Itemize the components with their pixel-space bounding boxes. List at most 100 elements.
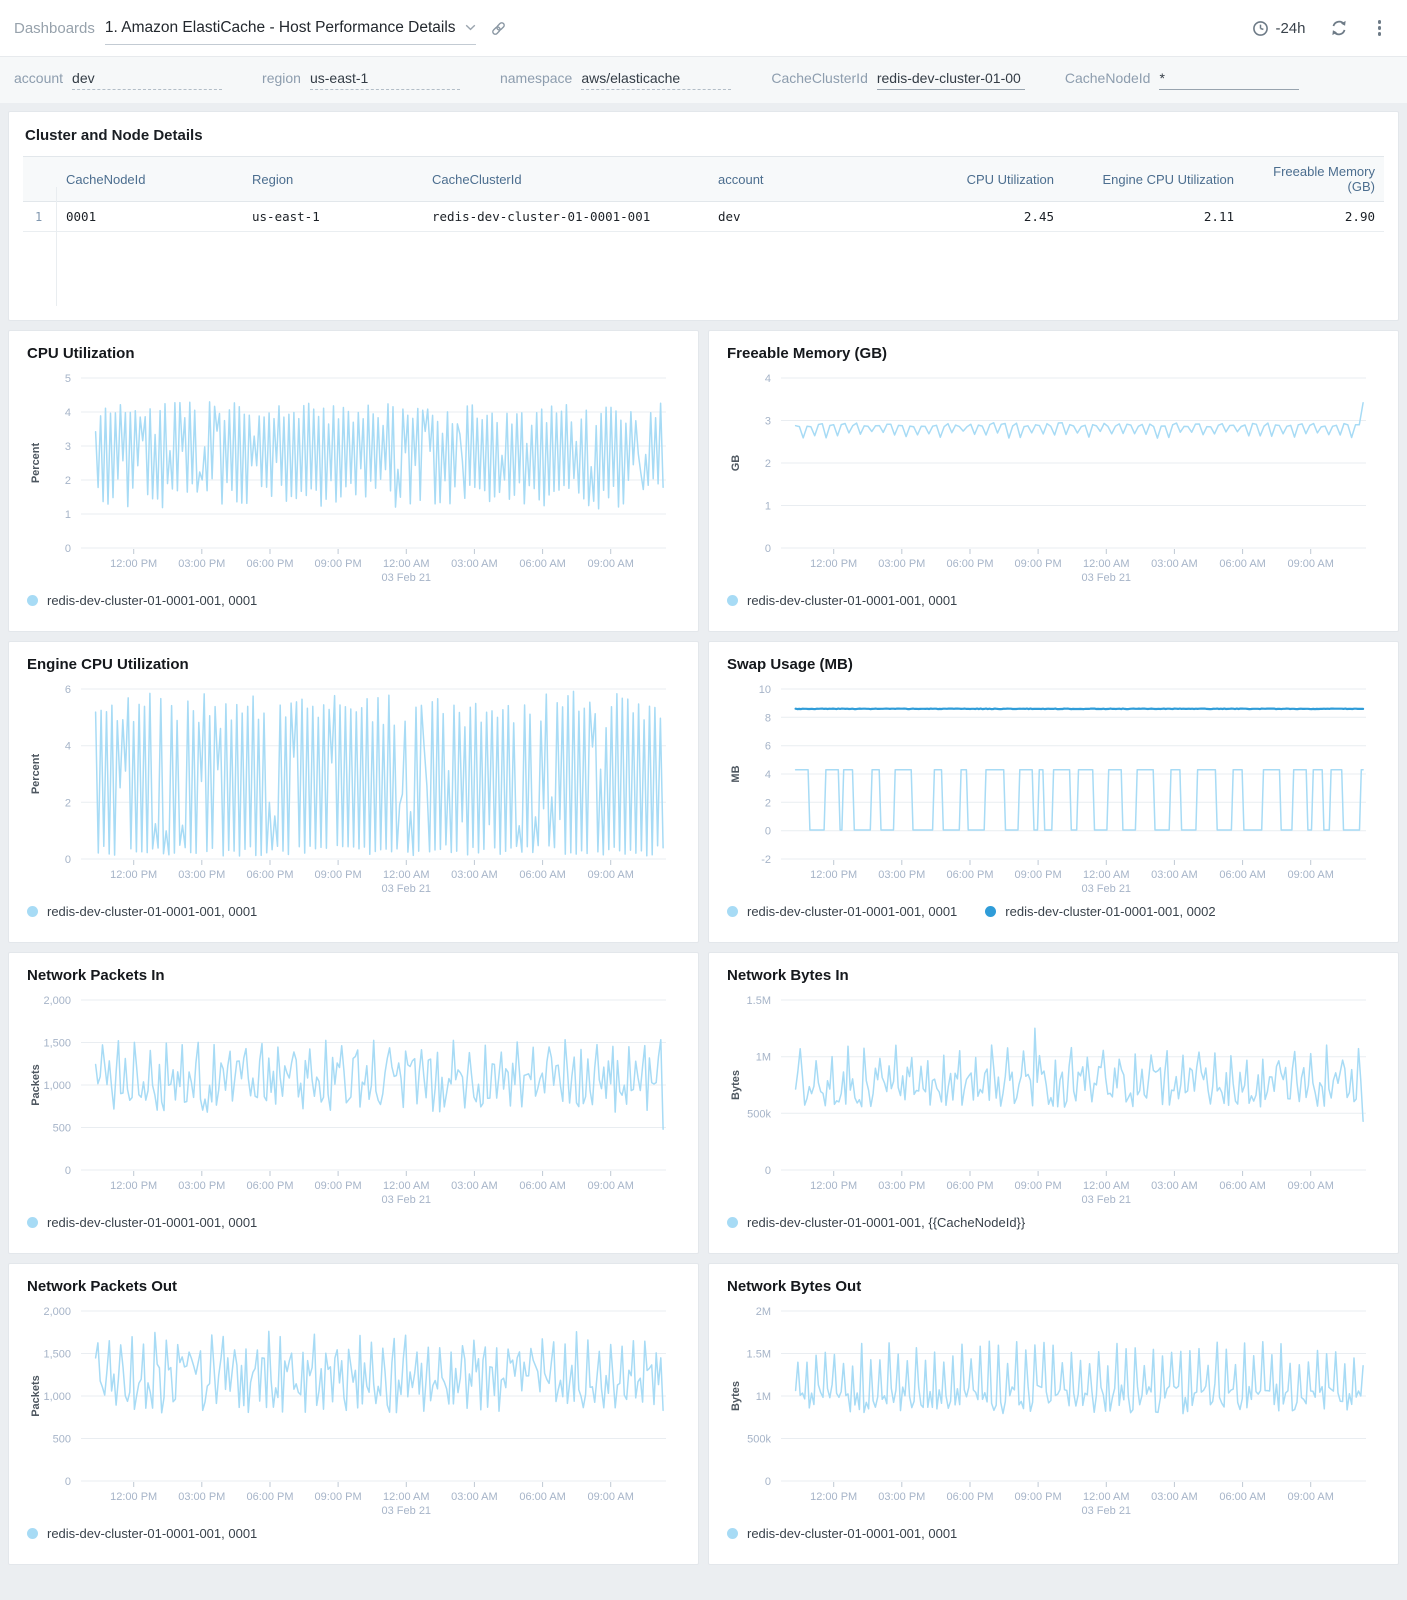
column-header[interactable]: account — [709, 156, 911, 202]
x-tick-label: 09:00 PM — [315, 1180, 362, 1192]
x-tick-label: 12:00 PM — [110, 558, 157, 570]
x-tick-label: 03:00 PM — [878, 869, 925, 881]
series-line[interactable] — [94, 401, 664, 510]
filter-namespace: namespace aws/elasticache — [500, 70, 732, 90]
breadcrumb[interactable]: Dashboards — [14, 19, 95, 37]
table-cell: 0001 — [57, 201, 243, 232]
legend-item[interactable]: redis-dev-cluster-01-0001-001, 0001 — [27, 904, 257, 919]
column-header[interactable]: CacheNodeId — [57, 156, 243, 202]
y-tick-label: 500k — [747, 1108, 771, 1120]
column-header[interactable]: Freeable Memory (GB) — [1243, 156, 1384, 202]
y-axis-unit-label: Packets — [30, 1064, 42, 1106]
chart-title: Network Bytes In — [727, 967, 849, 984]
legend-item[interactable]: redis-dev-cluster-01-0001-001, 0002 — [985, 904, 1216, 919]
legend-dot — [27, 1528, 38, 1539]
x-tick-label: 03:00 AM — [451, 869, 497, 881]
y-tick-label: 0 — [765, 543, 771, 555]
table-row[interactable]: 1 0001 us-east-1 redis-dev-cluster-01-0001-… — [23, 201, 1384, 232]
filter-value-input[interactable]: dev — [72, 70, 223, 90]
y-tick-label: 1.5M — [747, 995, 771, 1007]
x-tick-label: 09:00 PM — [315, 1491, 362, 1503]
chart-legend: redis-dev-cluster-01-0001-001, 0001 redis… — [725, 895, 1382, 919]
x-tick-label: 03:00 AM — [451, 1491, 497, 1503]
filter-value-input[interactable]: aws/elasticache — [581, 70, 732, 90]
chart-plot-area[interactable]: 0 500 1,000 1,500 2,000 12:00 PM 03:00 PM 06:00… — [25, 992, 682, 1206]
legend-item[interactable]: redis-dev-cluster-01-0001-001, 0001 — [727, 593, 957, 608]
filter-account: account dev — [14, 70, 223, 90]
y-tick-label: 1M — [756, 1052, 771, 1064]
clock-icon — [1253, 20, 1269, 36]
filter-value-input[interactable]: redis-dev-cluster-01-00 — [876, 70, 1025, 90]
series-line[interactable] — [794, 1027, 1364, 1123]
chart-title: CPU Utilization — [27, 345, 135, 362]
series-line[interactable] — [794, 769, 1364, 831]
legend-item[interactable]: redis-dev-cluster-01-0001-001, 0001 — [27, 1526, 257, 1541]
chart-plot-area[interactable]: 0 2 4 6 12:00 PM 03:00 PM 06:00 PM 09:00 PM 12:0… — [25, 681, 682, 895]
dashboard-title-menu[interactable]: 1. Amazon ElastiCache - Host Performance… — [104, 19, 476, 45]
x-tick-label: 06:00 PM — [946, 869, 993, 881]
filter-value-input[interactable]: us-east-1 — [309, 70, 460, 90]
dashboard-body: Cluster and Node Details CacheNodeId Regi… — [0, 103, 1407, 1573]
x-tick-label: 06:00 PM — [946, 558, 993, 570]
x-tick-label: 03:00 AM — [1151, 1491, 1197, 1503]
more-menu-button[interactable] — [1372, 18, 1388, 38]
legend-item[interactable]: redis-dev-cluster-01-0001-001, 0001 — [27, 1215, 257, 1230]
filter-label: account — [14, 70, 64, 86]
table-cell: redis-dev-cluster-01-0001-001 — [423, 201, 709, 232]
y-axis-unit-label: Bytes — [730, 1381, 742, 1411]
chart-plot-area[interactable]: 0 1 2 3 4 5 12:00 PM 03:00 PM 06:00 PM 09:00 PM 12… — [25, 370, 682, 584]
y-axis-unit-label: Packets — [30, 1375, 42, 1417]
x-tick-label: 06:00 AM — [1219, 558, 1265, 570]
x-tick-label: 03:00 PM — [178, 1180, 225, 1192]
legend-item[interactable]: redis-dev-cluster-01-0001-001, {{CacheNo… — [727, 1215, 1025, 1230]
column-header[interactable]: CPU Utilization — [911, 156, 1063, 202]
column-header[interactable]: Region — [243, 156, 423, 202]
series-line[interactable] — [94, 690, 664, 857]
chart-plot-area[interactable]: -2 0 2 4 6 8 10 12:00 PM 03:00 PM 06:00 PM 09:00 P… — [725, 681, 1382, 895]
filter-value-input[interactable]: * — [1159, 70, 1300, 90]
chart-plot-area[interactable]: 0 500 1,000 1,500 2,000 12:00 PM 03:00 PM 06:00… — [25, 1303, 682, 1517]
legend-label: redis-dev-cluster-01-0001-001, {{CacheNo… — [747, 1215, 1026, 1230]
chart-title: Swap Usage (MB) — [727, 656, 853, 673]
topbar: Dashboards 1. Amazon ElastiCache - Host … — [0, 0, 1407, 57]
chart-svg: 0 500 1,000 1,500 2,000 12:00 PM 03:00 PM 06:00… — [30, 995, 666, 1206]
x-tick-label: 09:00 AM — [1287, 869, 1333, 881]
cluster-node-table-grid: CacheNodeId Region CacheClusterId account CP… — [23, 156, 1384, 232]
series-line[interactable] — [794, 707, 1365, 711]
y-tick-label: 1,500 — [43, 1349, 71, 1361]
x-tick-label: 06:00 PM — [246, 869, 293, 881]
filter-region: region us-east-1 — [262, 70, 460, 90]
series-line[interactable] — [94, 1038, 664, 1130]
charts-grid: CPU Utilization 0 1 2 3 4 5 12:00 PM 03:00 PM 06… — [8, 330, 1399, 1565]
time-range-button[interactable]: -24h — [1252, 20, 1306, 37]
column-header[interactable]: CacheClusterId — [423, 156, 709, 202]
legend-label: redis-dev-cluster-01-0001-001, 0001 — [747, 1526, 958, 1541]
y-tick-label: 1M — [756, 1391, 771, 1403]
legend-label: redis-dev-cluster-01-0001-001, 0001 — [47, 904, 258, 919]
y-tick-label: 0 — [765, 1476, 771, 1488]
legend-label: redis-dev-cluster-01-0001-001, 0001 — [747, 593, 958, 608]
series-line[interactable] — [794, 1340, 1364, 1415]
x-axis-date-label: 03 Feb 21 — [382, 572, 432, 584]
chart-plot-area[interactable]: 0 1 2 3 4 12:00 PM 03:00 PM 06:00 PM 09:00 PM 12:… — [725, 370, 1382, 584]
y-tick-label: 2 — [65, 475, 71, 487]
series-line[interactable] — [794, 401, 1364, 439]
y-axis-unit-label: Percent — [30, 753, 42, 794]
x-tick-label: 09:00 AM — [587, 558, 633, 570]
legend-item[interactable]: redis-dev-cluster-01-0001-001, 0001 — [727, 904, 957, 919]
filter-label: region — [262, 70, 301, 86]
share-link-button[interactable] — [490, 20, 507, 37]
chart-legend: redis-dev-cluster-01-0001-001, 0001 — [25, 1206, 682, 1230]
legend-item[interactable]: redis-dev-cluster-01-0001-001, 0001 — [27, 593, 257, 608]
legend-item[interactable]: redis-dev-cluster-01-0001-001, 0001 — [727, 1526, 957, 1541]
chain-link-icon — [491, 21, 505, 35]
refresh-button[interactable] — [1330, 19, 1348, 37]
x-tick-label: 12:00 AM — [383, 1491, 429, 1503]
x-tick-label: 06:00 AM — [519, 1491, 565, 1503]
column-header[interactable]: Engine CPU Utilization — [1063, 156, 1243, 202]
table-cell: 2.90 — [1243, 201, 1384, 232]
chart-plot-area[interactable]: 0 500k 1M 1.5M 12:00 PM 03:00 PM 06:00 PM 09:00… — [725, 992, 1382, 1206]
chart-panel-network-packets-out: Network Packets Out 0 500 1,000 1,500 2,000 1… — [8, 1263, 699, 1565]
chart-plot-area[interactable]: 0 500k 1M 1.5M 2M 12:00 PM 03:00 PM 06:00 PM 09:… — [725, 1303, 1382, 1517]
series-line[interactable] — [94, 1330, 664, 1414]
